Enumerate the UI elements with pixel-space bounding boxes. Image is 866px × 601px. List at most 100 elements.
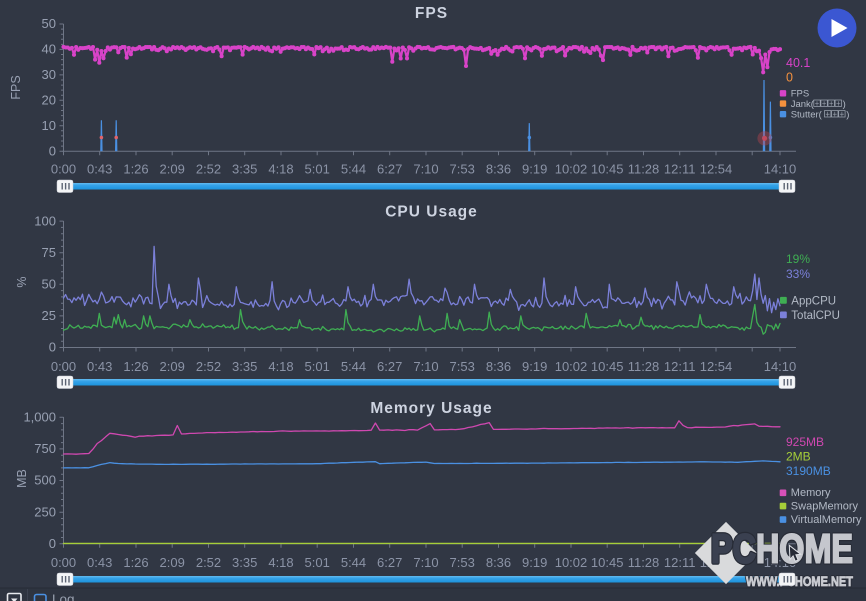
svg-text:12:11: 12:11 xyxy=(664,162,696,177)
svg-text:Log: Log xyxy=(52,592,75,601)
svg-text:20: 20 xyxy=(42,93,56,108)
svg-text:40.1: 40.1 xyxy=(786,56,810,70)
svg-text:12:54: 12:54 xyxy=(700,162,733,177)
svg-text:0:00: 0:00 xyxy=(51,162,76,177)
svg-text:): ) xyxy=(846,109,849,120)
svg-text:50: 50 xyxy=(42,16,56,31)
svg-text:10:45: 10:45 xyxy=(591,359,624,374)
svg-text:9:19: 9:19 xyxy=(522,359,547,374)
svg-text:7:53: 7:53 xyxy=(450,359,475,374)
svg-text:0:43: 0:43 xyxy=(87,162,112,177)
svg-text:0:43: 0:43 xyxy=(87,555,112,570)
svg-text:33%: 33% xyxy=(786,267,810,281)
svg-text:Memory: Memory xyxy=(791,487,831,499)
svg-text:SwapMemory: SwapMemory xyxy=(791,500,859,512)
svg-text:2MB: 2MB xyxy=(786,450,811,464)
svg-text:3190MB: 3190MB xyxy=(786,464,831,478)
svg-text:50: 50 xyxy=(42,277,56,292)
svg-text:3:35: 3:35 xyxy=(232,555,257,570)
svg-text:0: 0 xyxy=(49,536,56,551)
svg-text:1:26: 1:26 xyxy=(123,359,148,374)
svg-text:11:28: 11:28 xyxy=(628,359,660,374)
svg-text:0: 0 xyxy=(786,71,793,85)
svg-text:2:52: 2:52 xyxy=(196,555,221,570)
svg-text:75: 75 xyxy=(42,245,56,260)
svg-text:TotalCPU: TotalCPU xyxy=(791,310,840,322)
svg-text:6:27: 6:27 xyxy=(377,359,402,374)
svg-text:10:02: 10:02 xyxy=(555,162,588,177)
svg-text:4:18: 4:18 xyxy=(268,555,293,570)
svg-text:1:26: 1:26 xyxy=(123,555,148,570)
svg-text:9:19: 9:19 xyxy=(522,162,547,177)
svg-text:9:19: 9:19 xyxy=(522,555,547,570)
svg-text:250: 250 xyxy=(34,504,56,519)
svg-text:0:00: 0:00 xyxy=(51,555,76,570)
svg-text:FPS: FPS xyxy=(415,5,448,22)
svg-text:12:11: 12:11 xyxy=(664,555,696,570)
svg-text:2:09: 2:09 xyxy=(160,555,185,570)
svg-text:4:18: 4:18 xyxy=(268,162,293,177)
svg-text:8:36: 8:36 xyxy=(486,555,511,570)
svg-text:VirtualMemory: VirtualMemory xyxy=(791,514,862,526)
svg-text:100: 100 xyxy=(34,213,56,228)
svg-text:7:10: 7:10 xyxy=(413,162,438,177)
svg-text:3:35: 3:35 xyxy=(232,359,257,374)
svg-text:FPS: FPS xyxy=(791,89,809,100)
svg-text:PCHOME: PCHOME xyxy=(711,526,853,572)
svg-text:5:44: 5:44 xyxy=(341,162,366,177)
svg-text:0:43: 0:43 xyxy=(87,359,112,374)
svg-text:500: 500 xyxy=(34,473,56,488)
svg-text:925MB: 925MB xyxy=(786,435,824,449)
svg-text:10:45: 10:45 xyxy=(591,555,624,570)
svg-text:AppCPU: AppCPU xyxy=(791,295,836,307)
svg-text:14:10: 14:10 xyxy=(764,162,797,177)
svg-text:5:44: 5:44 xyxy=(341,359,366,374)
svg-text:14:10: 14:10 xyxy=(764,555,797,570)
svg-text:2:09: 2:09 xyxy=(160,162,185,177)
svg-text:14:10: 14:10 xyxy=(764,359,797,374)
svg-text:10:02: 10:02 xyxy=(555,555,588,570)
svg-text:40: 40 xyxy=(42,42,56,57)
svg-text:3:35: 3:35 xyxy=(232,162,257,177)
svg-text:6:27: 6:27 xyxy=(377,162,402,177)
svg-text:25: 25 xyxy=(42,308,56,323)
svg-text:8:36: 8:36 xyxy=(486,162,511,177)
svg-text:10: 10 xyxy=(42,118,56,133)
svg-text:2:52: 2:52 xyxy=(196,162,221,177)
svg-text:FPS: FPS xyxy=(9,75,23,99)
svg-text:10:02: 10:02 xyxy=(555,359,588,374)
svg-text:CPU Usage: CPU Usage xyxy=(385,204,478,221)
svg-text:750: 750 xyxy=(34,441,56,456)
svg-text:4:18: 4:18 xyxy=(268,359,293,374)
svg-text:5:01: 5:01 xyxy=(305,555,330,570)
svg-text:12:54: 12:54 xyxy=(700,359,733,374)
svg-text:11:28: 11:28 xyxy=(628,555,660,570)
svg-text:19%: 19% xyxy=(786,252,810,266)
svg-text:MB: MB xyxy=(15,469,29,488)
svg-text:12:11: 12:11 xyxy=(664,359,696,374)
svg-text:5:01: 5:01 xyxy=(305,359,330,374)
svg-text:Memory Usage: Memory Usage xyxy=(370,400,492,417)
svg-text:2:52: 2:52 xyxy=(196,359,221,374)
svg-text:8:36: 8:36 xyxy=(486,359,511,374)
svg-text:0:00: 0:00 xyxy=(51,359,76,374)
svg-text:1:26: 1:26 xyxy=(123,162,148,177)
svg-text:0: 0 xyxy=(49,143,56,158)
svg-text:%: % xyxy=(15,276,29,287)
svg-text:7:53: 7:53 xyxy=(450,162,475,177)
svg-text:6:27: 6:27 xyxy=(377,555,402,570)
svg-text:10:45: 10:45 xyxy=(591,162,624,177)
svg-text:5:44: 5:44 xyxy=(341,555,366,570)
svg-text:2:09: 2:09 xyxy=(160,359,185,374)
svg-text:WWW.PCHOME.NET: WWW.PCHOME.NET xyxy=(746,574,854,589)
svg-text:30: 30 xyxy=(42,67,56,82)
svg-text:): ) xyxy=(843,99,846,110)
svg-text:7:10: 7:10 xyxy=(413,555,438,570)
svg-text:0: 0 xyxy=(49,340,56,355)
svg-text:11:28: 11:28 xyxy=(628,162,660,177)
svg-text:Jank(: Jank( xyxy=(791,99,815,110)
svg-text:7:53: 7:53 xyxy=(450,555,475,570)
svg-text:Stutter(: Stutter( xyxy=(791,109,823,120)
svg-text:5:01: 5:01 xyxy=(305,162,330,177)
svg-text:1,000: 1,000 xyxy=(23,410,56,425)
